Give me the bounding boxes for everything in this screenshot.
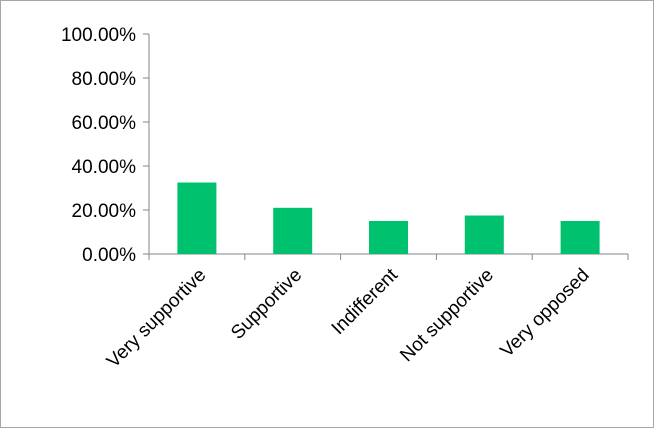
y-axis-ticks: 0.00% 20.00% 40.00% 60.00% 80.00% 100.00% [61,25,149,266]
category-labels: Very supportive Supportive IndifferentNot … [103,264,594,372]
y-tick-label: 60.00% [72,113,137,134]
category-label: Not supportive [396,265,497,366]
category-label: Supportive [227,265,306,344]
y-tick-label: 20.00% [72,201,137,222]
bar [560,221,600,254]
y-tick-label: 0.00% [82,245,136,266]
category-label: Very supportive [103,265,210,372]
bar [177,182,217,254]
y-tick-label: 40.00% [72,157,137,178]
bar [369,221,408,254]
y-tick-label: 80.00% [72,69,137,90]
category-label: Very opposed [497,265,594,362]
category-label: Indifferent [328,264,403,339]
bar [464,215,504,254]
bar [273,207,313,254]
y-tick-label: 100.00% [61,25,136,46]
x-axis-ticks [148,254,629,260]
bars [177,182,600,254]
